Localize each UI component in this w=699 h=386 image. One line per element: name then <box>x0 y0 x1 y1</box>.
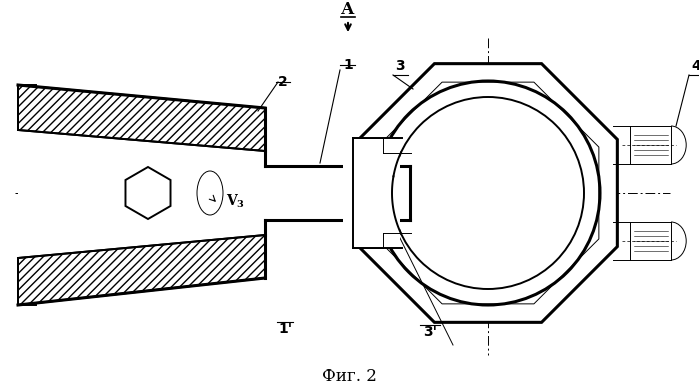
Text: 3': 3' <box>423 325 437 339</box>
Polygon shape <box>126 167 171 219</box>
Circle shape <box>393 98 583 288</box>
Bar <box>265 166 410 220</box>
Polygon shape <box>18 130 265 258</box>
Polygon shape <box>359 64 617 322</box>
Text: V$_{\mathregular{3}}$: V$_{\mathregular{3}}$ <box>226 192 245 210</box>
Bar <box>343 138 400 248</box>
Text: А: А <box>341 1 355 18</box>
Text: Фиг. 2: Фиг. 2 <box>322 368 377 385</box>
Text: 1': 1' <box>278 322 292 336</box>
Text: 3: 3 <box>395 59 405 73</box>
Text: 4: 4 <box>691 59 699 73</box>
Text: 1: 1 <box>343 58 353 72</box>
Text: 2: 2 <box>278 75 288 89</box>
